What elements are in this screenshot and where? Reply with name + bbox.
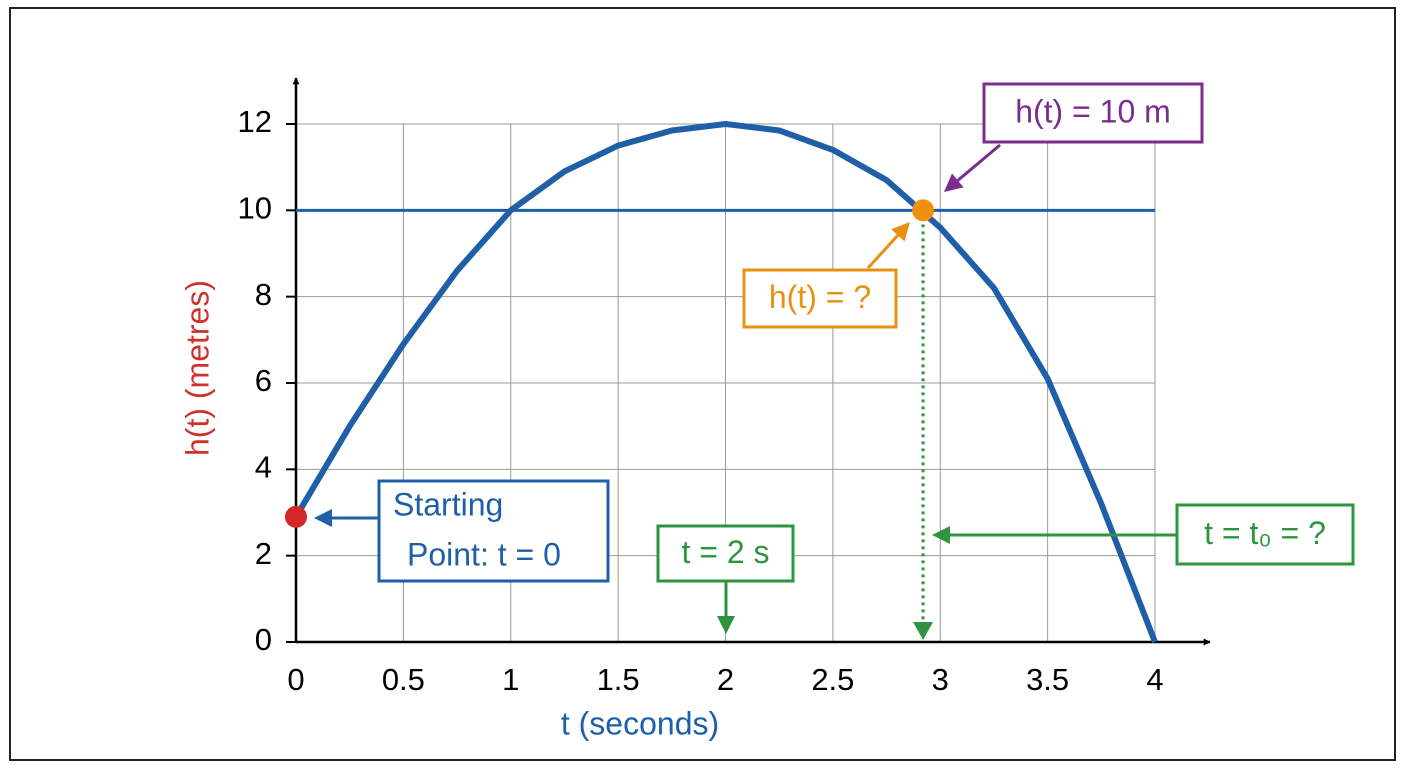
x-tick-label: 1 bbox=[502, 662, 519, 697]
x-tick-label: 1.5 bbox=[597, 662, 640, 697]
annotation-arrow bbox=[956, 143, 1001, 182]
y-tick-label: 6 bbox=[255, 363, 272, 398]
x-axis-label: t (seconds) bbox=[561, 705, 719, 741]
annotation-box bbox=[656, 524, 795, 583]
frame bbox=[9, 7, 1396, 761]
x-tick-label: 2.5 bbox=[811, 662, 854, 697]
arrow-head bbox=[913, 622, 934, 640]
x-tick-label: 2 bbox=[717, 662, 734, 697]
annotation-box bbox=[982, 82, 1204, 144]
x-tick-label: 3 bbox=[932, 662, 949, 697]
annotation-text: Starting bbox=[393, 486, 503, 522]
annotation-box bbox=[377, 479, 610, 583]
x-tick-label: 3.5 bbox=[1026, 662, 1069, 697]
point bbox=[912, 199, 935, 222]
annotation-arrow bbox=[866, 234, 899, 270]
y-tick-label: 8 bbox=[255, 277, 272, 312]
point bbox=[285, 505, 307, 528]
arrow-head bbox=[314, 509, 332, 527]
arrow-head bbox=[944, 173, 964, 192]
x-tick-label: 0.5 bbox=[382, 662, 425, 697]
y-tick-label: 10 bbox=[238, 191, 272, 226]
arrow-head bbox=[891, 222, 910, 242]
annotation-text: Point: t = 0 bbox=[407, 536, 561, 572]
annotation-box bbox=[742, 268, 898, 329]
y-tick-label: 2 bbox=[255, 536, 272, 571]
y-axis-label: h(t) (metres) bbox=[179, 280, 215, 456]
annotation-box bbox=[1175, 503, 1355, 566]
x-tick-label: 4 bbox=[1146, 662, 1163, 697]
arrow-head bbox=[717, 616, 735, 634]
x-tick-label: 0 bbox=[287, 662, 304, 697]
annotation-text: h(t) = ? bbox=[769, 279, 871, 315]
y-tick-label: 4 bbox=[255, 450, 272, 485]
y-tick-label: 0 bbox=[255, 622, 272, 657]
annotation-text: h(t) = 10 m bbox=[1015, 93, 1171, 129]
curve bbox=[293, 121, 1158, 644]
annotation-text: t = 2 s bbox=[681, 534, 769, 570]
arrow-head bbox=[932, 526, 950, 544]
annotation-text: t = t₀ = ? bbox=[1204, 515, 1326, 551]
y-tick-label: 12 bbox=[238, 104, 272, 139]
